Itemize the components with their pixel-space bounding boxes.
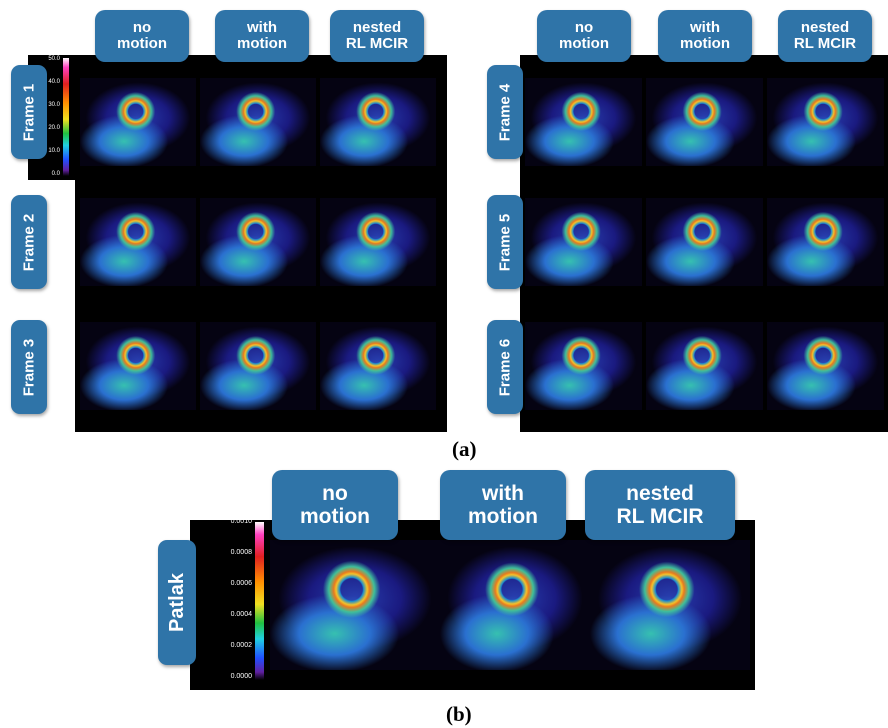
image-tile — [320, 78, 436, 166]
image-tile — [200, 198, 316, 286]
image-tile — [767, 78, 884, 166]
column-header: nested RL MCIR — [330, 10, 424, 62]
colorbar-tick-label: 50.0 — [30, 56, 60, 62]
column-header: nested RL MCIR — [585, 470, 735, 540]
image-tile — [270, 540, 440, 670]
image-tile — [646, 322, 763, 410]
row-label: Frame 2 — [11, 195, 47, 289]
colorbar-tick-label: 0.0 — [30, 171, 60, 177]
colorbar-tick-label: 0.0002 — [208, 642, 252, 649]
column-header: no motion — [95, 10, 189, 62]
row-label: Frame 6 — [487, 320, 523, 414]
colorbar-tick-label: 0.0004 — [208, 611, 252, 618]
image-tile — [525, 198, 642, 286]
image-tile — [525, 322, 642, 410]
row-label: Patlak — [158, 540, 196, 665]
image-tile — [590, 540, 750, 670]
column-header: with motion — [440, 470, 566, 540]
image-tile — [320, 322, 436, 410]
row-label: Frame 4 — [487, 65, 523, 159]
colorbar-tick-label: 0.0006 — [208, 580, 252, 587]
image-tile — [646, 78, 763, 166]
colorbar-tick-label: 0.0008 — [208, 549, 252, 556]
image-tile — [646, 198, 763, 286]
row-label-text: Frame 3 — [21, 338, 38, 396]
colorbar-tick-label: 30.0 — [30, 102, 60, 108]
row-label-text: Patlak — [166, 573, 189, 632]
image-tile — [200, 322, 316, 410]
caption: (a) — [452, 437, 477, 462]
colorbar — [255, 522, 264, 680]
row-label-text: Frame 2 — [21, 213, 38, 271]
column-header: no motion — [272, 470, 398, 540]
column-header: with motion — [658, 10, 752, 62]
image-tile — [80, 78, 196, 166]
row-label-text: Frame 1 — [21, 83, 38, 141]
image-tile — [525, 78, 642, 166]
image-tile — [767, 198, 884, 286]
image-tile — [440, 540, 590, 670]
row-label: Frame 5 — [487, 195, 523, 289]
image-tile — [320, 198, 436, 286]
row-label: Frame 3 — [11, 320, 47, 414]
caption: (b) — [446, 702, 472, 727]
image-tile — [200, 78, 316, 166]
image-tile — [767, 322, 884, 410]
colorbar-tick-label: 0.0000 — [208, 673, 252, 680]
column-header: nested RL MCIR — [778, 10, 872, 62]
row-label-text: Frame 5 — [497, 213, 514, 271]
colorbar-tick-label: 20.0 — [30, 125, 60, 131]
column-header: with motion — [215, 10, 309, 62]
row-label-text: Frame 4 — [497, 83, 514, 141]
colorbar-tick-label: 40.0 — [30, 79, 60, 85]
image-tile — [80, 322, 196, 410]
column-header: no motion — [537, 10, 631, 62]
colorbar-tick-label: 10.0 — [30, 148, 60, 154]
figure: (a) (b) Patlak no motion with motion neste… — [0, 0, 888, 728]
image-tile — [80, 198, 196, 286]
row-label-text: Frame 6 — [497, 338, 514, 396]
colorbar-tick-label: 0.0010 — [208, 518, 252, 525]
colorbar — [63, 58, 69, 176]
